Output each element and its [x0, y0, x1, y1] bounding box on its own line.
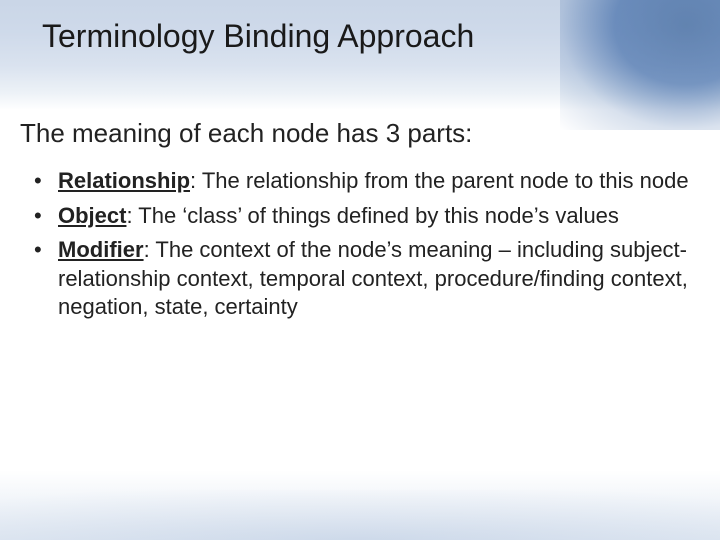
slide-subtitle: The meaning of each node has 3 parts:: [20, 118, 690, 149]
corner-decoration: [560, 0, 720, 130]
bullet-desc: : The context of the node’s meaning – in…: [58, 237, 688, 319]
bullet-list: Relationship: The relationship from the …: [20, 167, 690, 322]
bullet-term: Relationship: [58, 168, 190, 193]
bullet-term: Object: [58, 203, 126, 228]
slide-title: Terminology Binding Approach: [42, 18, 474, 55]
footer-wave-decoration: [0, 470, 720, 540]
bullet-desc: : The relationship from the parent node …: [190, 168, 689, 193]
bullet-term: Modifier: [58, 237, 144, 262]
bullet-item: Modifier: The context of the node’s mean…: [34, 236, 690, 322]
bullet-desc: : The ‘class’ of things defined by this …: [126, 203, 618, 228]
bullet-item: Object: The ‘class’ of things defined by…: [34, 202, 690, 231]
bullet-item: Relationship: The relationship from the …: [34, 167, 690, 196]
slide-content: The meaning of each node has 3 parts: Re…: [20, 118, 690, 328]
